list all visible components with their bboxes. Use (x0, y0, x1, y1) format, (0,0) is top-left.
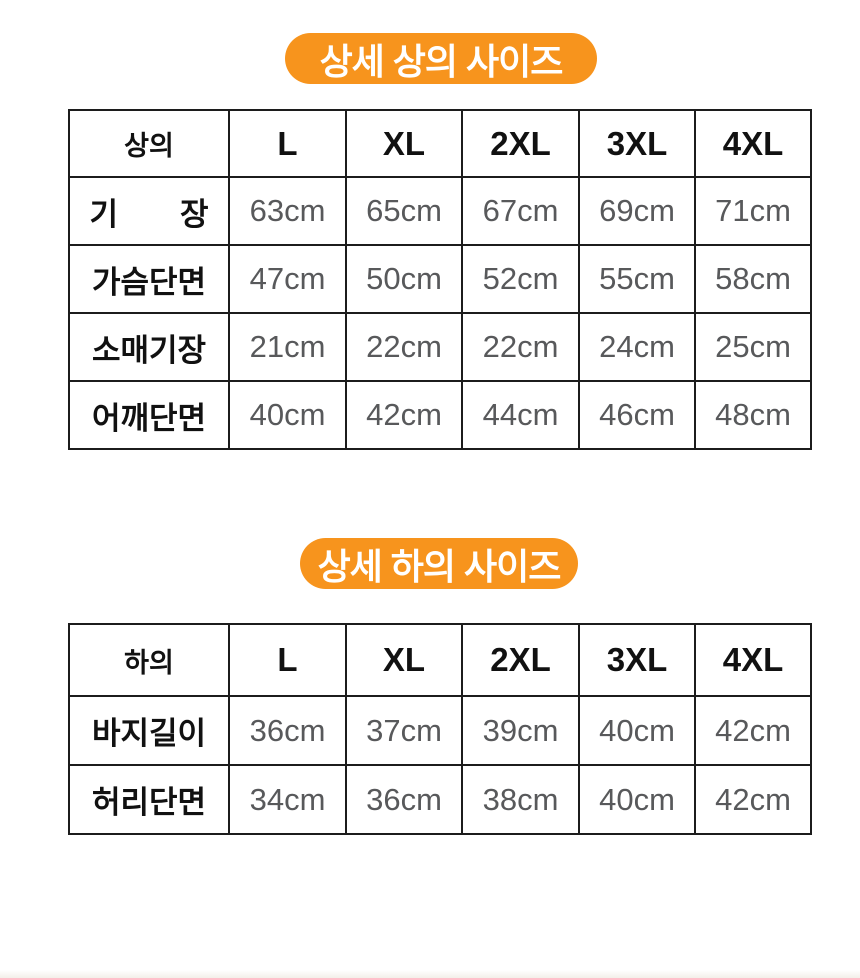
row-label: 가슴단면 (68, 244, 230, 314)
top-size-title-badge: 상세 상의 사이즈 (285, 33, 597, 84)
size-column-header: 3XL (578, 109, 696, 178)
size-value-cell: 47cm (228, 244, 347, 314)
size-column-header: 4XL (694, 109, 812, 178)
size-value-cell: 40cm (228, 380, 347, 450)
size-column-header: 2XL (461, 623, 580, 697)
size-column-header: L (228, 109, 347, 178)
header-row: 하의 L XL 2XL 3XL 4XL (68, 623, 812, 697)
size-column-header: L (228, 623, 347, 697)
row-label: 소매기장 (68, 312, 230, 382)
size-column-header: 4XL (694, 623, 812, 697)
table-row: 어깨단면 40cm 42cm 44cm 46cm 48cm (68, 380, 812, 450)
size-column-header: 3XL (578, 623, 696, 697)
next-section-edge (0, 970, 860, 978)
size-value-cell: 65cm (345, 176, 463, 246)
table-corner-label: 상의 (68, 109, 230, 178)
size-value-cell: 44cm (461, 380, 580, 450)
size-column-header: XL (345, 109, 463, 178)
size-value-cell: 39cm (461, 695, 580, 766)
size-value-cell: 58cm (694, 244, 812, 314)
size-column-header: XL (345, 623, 463, 697)
size-value-cell: 34cm (228, 764, 347, 835)
table-row: 가슴단면 47cm 50cm 52cm 55cm 58cm (68, 244, 812, 314)
row-label: 바지길이 (68, 695, 230, 766)
size-value-cell: 42cm (345, 380, 463, 450)
row-label: 허리단면 (68, 764, 230, 835)
size-value-cell: 40cm (578, 695, 696, 766)
table-row: 허리단면 34cm 36cm 38cm 40cm 42cm (68, 764, 812, 835)
bottom-size-table: 하의 L XL 2XL 3XL 4XL 바지길이 36cm 37cm 39cm … (68, 623, 812, 835)
size-value-cell: 67cm (461, 176, 580, 246)
size-value-cell: 24cm (578, 312, 696, 382)
size-value-cell: 40cm (578, 764, 696, 835)
size-value-cell: 63cm (228, 176, 347, 246)
size-value-cell: 36cm (228, 695, 347, 766)
size-value-cell: 22cm (345, 312, 463, 382)
table-row: 바지길이 36cm 37cm 39cm 40cm 42cm (68, 695, 812, 766)
size-value-cell: 52cm (461, 244, 580, 314)
size-value-cell: 36cm (345, 764, 463, 835)
table-corner-label: 하의 (68, 623, 230, 697)
size-value-cell: 22cm (461, 312, 580, 382)
top-size-table: 상의 L XL 2XL 3XL 4XL 기 장 63cm 65cm 67cm 6… (68, 109, 812, 450)
size-value-cell: 37cm (345, 695, 463, 766)
size-value-cell: 50cm (345, 244, 463, 314)
size-value-cell: 69cm (578, 176, 696, 246)
size-value-cell: 38cm (461, 764, 580, 835)
row-label: 기 장 (68, 176, 230, 246)
header-row: 상의 L XL 2XL 3XL 4XL (68, 109, 812, 178)
table-row: 소매기장 21cm 22cm 22cm 24cm 25cm (68, 312, 812, 382)
size-value-cell: 21cm (228, 312, 347, 382)
size-value-cell: 48cm (694, 380, 812, 450)
size-value-cell: 46cm (578, 380, 696, 450)
size-value-cell: 55cm (578, 244, 696, 314)
size-value-cell: 42cm (694, 764, 812, 835)
size-value-cell: 71cm (694, 176, 812, 246)
size-value-cell: 25cm (694, 312, 812, 382)
size-column-header: 2XL (461, 109, 580, 178)
row-label: 어깨단면 (68, 380, 230, 450)
table-row: 기 장 63cm 65cm 67cm 69cm 71cm (68, 176, 812, 246)
bottom-size-title-badge: 상세 하의 사이즈 (300, 538, 578, 589)
size-value-cell: 42cm (694, 695, 812, 766)
